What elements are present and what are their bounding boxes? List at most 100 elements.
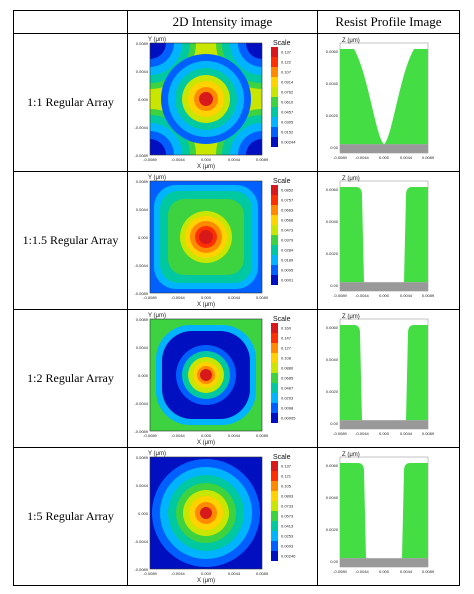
scale-value: 0.0293 [281, 395, 294, 400]
z-axis-label: Z (μm) [342, 314, 360, 320]
scale-swatch [271, 540, 278, 551]
y-tick-label: 0.0089 [136, 41, 149, 46]
scale-value: 0.0305 [281, 119, 294, 124]
scale-swatch [271, 46, 278, 57]
scale-value: 0.0379 [281, 237, 294, 242]
scale-value: 0.0487 [281, 385, 294, 390]
profile-x-tick-label: 0.000 [379, 431, 390, 436]
scale-title: Scale [273, 454, 291, 461]
z-tick-label: 0.0060 [326, 325, 339, 330]
scale-swatch [271, 194, 278, 205]
y-tick-label: 0.0044 [136, 69, 149, 74]
scale-title: Scale [273, 40, 291, 47]
array-row: 1:2 Regular Array Y (μm) 0.0089 0.0044 0.000… [13, 309, 460, 448]
x-tick-label: 0.0089 [256, 295, 269, 300]
scale-title: Scale [273, 316, 291, 323]
scale-value: 0.0852 [281, 187, 294, 192]
z-tick-label: 0.00 [330, 559, 339, 564]
scale-value: 0.00005 [281, 415, 296, 420]
profile-cell: Z (μm) 0.0060 0.0040 0.0020 0.00 -0.0089 -0.00… [317, 309, 460, 448]
x-tick-label: 0.0044 [228, 157, 241, 162]
x-axis-label: X (μm) [197, 440, 215, 446]
intensity-cell: Y (μm) 0.0089 0.0044 0.000 -0.0044 -0.0089 -0.… [127, 33, 318, 172]
scale-swatch [271, 96, 278, 107]
scale-title: Scale [273, 178, 291, 185]
scale-value: 0.0762 [281, 89, 294, 94]
scale-swatch [271, 382, 278, 393]
x-tick-label: -0.0089 [143, 157, 157, 162]
x-tick-label: 0.000 [201, 295, 212, 300]
y-tick-label: 0.000 [138, 235, 149, 240]
scale-swatch [271, 480, 278, 491]
scale-swatch [271, 244, 278, 255]
profile-x-tick-label: -0.0044 [355, 431, 369, 436]
scale-swatch [271, 470, 278, 481]
resist-profile [340, 186, 428, 291]
profile-x-tick-label: 0.000 [379, 293, 390, 298]
scale-swatch [271, 342, 278, 353]
scale-value: 0.0568 [281, 217, 294, 222]
x-axis-label: X (μm) [197, 578, 215, 584]
x-tick-label: -0.0089 [143, 433, 157, 438]
scale-swatch [271, 510, 278, 521]
scale-value: 0.0001 [281, 277, 294, 282]
z-tick-label: 0.00 [330, 421, 339, 426]
scale-swatch [271, 274, 278, 285]
scale-value: 0.0095 [281, 267, 294, 272]
scale-value: 0.160 [281, 325, 292, 330]
scale-value: 0.121 [281, 473, 292, 478]
scale-swatch [271, 254, 278, 265]
profile-x-tick-label: 0.0044 [400, 431, 413, 436]
scale-value: 0.0093 [281, 543, 294, 548]
z-axis-label: Z (μm) [342, 38, 360, 44]
y-tick-label: -0.0089 [134, 429, 148, 434]
resist-profile-image: Z (μm)0.0060 0.0040 0.0020 0.00 -0.0089 -0.00… [318, 310, 458, 447]
scale-swatch [271, 76, 278, 87]
intensity-map [150, 456, 262, 569]
intensity-cell: Y (μm) 0.0089 0.0044 0.000 -0.0044 -0.0089 -0.… [127, 171, 318, 310]
y-tick-label: 0.0044 [136, 345, 149, 350]
scale-swatch [271, 500, 278, 511]
scale-swatch [271, 490, 278, 501]
y-tick-label: -0.0089 [134, 153, 148, 158]
intensity-map [150, 318, 262, 431]
scale-value: 0.127 [281, 345, 292, 350]
scale-value: 0.0152 [281, 129, 294, 134]
profile-x-tick-label: 0.0044 [400, 569, 413, 574]
y-tick-label: 0.000 [138, 511, 149, 516]
y-tick-label: 0.000 [138, 373, 149, 378]
scale-swatch [271, 372, 278, 383]
row-label: 1:1.5 Regular Array [13, 171, 128, 310]
scale-value: 0.0573 [281, 513, 294, 518]
scale-swatch [271, 126, 278, 137]
x-tick-label: 0.000 [201, 571, 212, 576]
resist-profile-image: Z (μm)0.0060 0.0040 0.0020 0.00 -0.0089 -0.00… [318, 448, 458, 585]
row-label: 1:1 Regular Array [13, 33, 128, 172]
intensity-map [150, 42, 262, 155]
header-profile: Resist Profile Image [317, 10, 460, 34]
profile-x-tick-label: -0.0089 [333, 569, 347, 574]
x-tick-label: -0.0044 [171, 295, 185, 300]
scale-value: 0.0189 [281, 257, 294, 262]
scale-value: 0.108 [281, 355, 292, 360]
scale-swatch [271, 264, 278, 275]
z-tick-label: 0.0040 [326, 81, 339, 86]
y-tick-label: -0.0044 [134, 125, 148, 130]
profile-x-tick-label: -0.0044 [355, 155, 369, 160]
scale-value: 0.0253 [281, 533, 294, 538]
y-axis-label: Y (μm) [148, 313, 166, 319]
profile-x-tick-label: 0.0089 [422, 569, 435, 574]
scale-value: 0.0914 [281, 79, 294, 84]
z-tick-label: 0.0020 [326, 113, 339, 118]
z-tick-label: 0.0060 [326, 463, 339, 468]
scale-swatch [271, 550, 278, 561]
array-row: 1:1 Regular Array Y (μm) 0.0089 0.0044 0.000… [13, 33, 460, 172]
y-tick-label: 0.0044 [136, 207, 149, 212]
y-axis-label: Y (μm) [148, 451, 166, 457]
y-tick-label: 0.0089 [136, 179, 149, 184]
x-tick-label: -0.0089 [143, 571, 157, 576]
x-axis-label: X (μm) [197, 164, 215, 170]
profile-x-tick-label: 0.000 [379, 155, 390, 160]
scale-swatch [271, 56, 278, 67]
x-tick-label: 0.0089 [256, 157, 269, 162]
